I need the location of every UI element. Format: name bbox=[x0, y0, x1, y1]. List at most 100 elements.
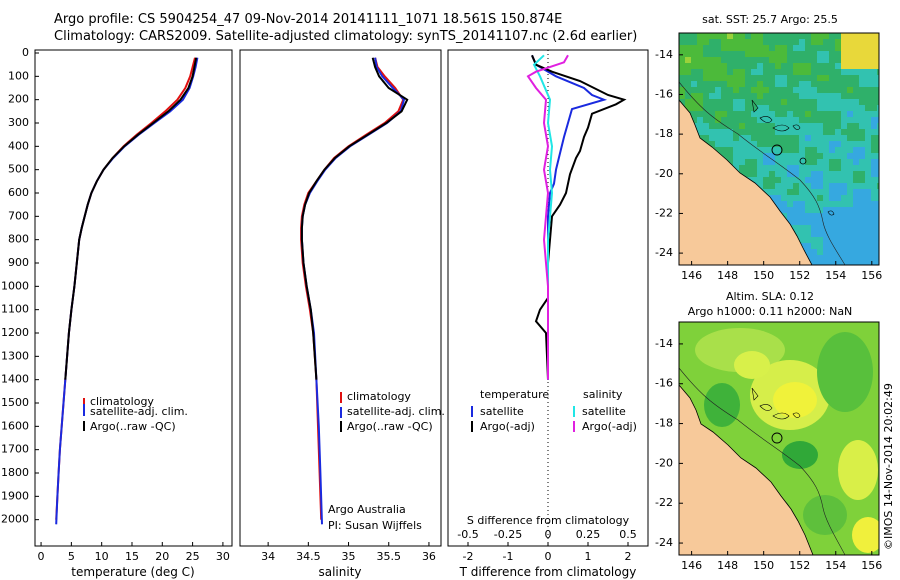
sst-cell bbox=[769, 81, 776, 88]
sst-cell bbox=[877, 171, 879, 178]
sst-cell bbox=[805, 237, 812, 244]
sst-cell bbox=[835, 249, 842, 256]
sst-cell bbox=[841, 147, 848, 154]
sst-cell bbox=[781, 93, 788, 100]
sst-cell bbox=[781, 75, 788, 82]
sst-cell bbox=[847, 45, 854, 52]
sst-cell bbox=[793, 51, 800, 58]
sst-cell bbox=[745, 63, 752, 70]
sst-cell bbox=[763, 177, 770, 184]
sst-cell bbox=[793, 171, 800, 178]
sst-cell bbox=[781, 207, 788, 214]
sst-cell bbox=[859, 147, 866, 154]
sst-cell bbox=[715, 69, 722, 76]
sst-cell bbox=[703, 33, 710, 40]
sst-cell bbox=[709, 75, 716, 82]
sst-cell bbox=[817, 255, 824, 262]
temp-legend-satellite: satellite-adj. clim. bbox=[90, 405, 188, 418]
sst-cell bbox=[775, 135, 782, 142]
sst-cell bbox=[811, 117, 818, 124]
sst-cell bbox=[721, 69, 728, 76]
sst-cell bbox=[733, 123, 740, 130]
depth-tick-label: 1100 bbox=[1, 303, 29, 316]
sst-cell bbox=[727, 99, 734, 106]
temperature-panel: 0100200300400500600700800900100011001200… bbox=[1, 46, 451, 579]
sst-cell bbox=[859, 195, 866, 202]
sst-cell bbox=[871, 243, 878, 250]
sst-cell bbox=[853, 195, 860, 202]
sst-cell bbox=[865, 111, 872, 118]
sst-cell bbox=[733, 57, 740, 64]
sst-cell bbox=[871, 57, 878, 64]
sst-cell bbox=[787, 183, 794, 190]
sst-cell bbox=[769, 189, 776, 196]
sst-cell bbox=[877, 183, 879, 190]
sst-cell bbox=[805, 63, 812, 70]
sst-cell bbox=[715, 75, 722, 82]
sst-cell bbox=[859, 81, 866, 88]
sst-cell bbox=[805, 33, 812, 40]
sst-cell bbox=[769, 177, 776, 184]
sst-cell bbox=[757, 33, 764, 40]
sst-cell bbox=[805, 249, 812, 256]
sla-blob bbox=[838, 440, 878, 500]
sst-cell bbox=[739, 159, 746, 166]
sst-cell bbox=[679, 81, 686, 88]
sst-cell bbox=[697, 51, 704, 58]
sst-cell bbox=[697, 117, 704, 124]
sst-cell bbox=[787, 141, 794, 148]
sst-cell bbox=[787, 63, 794, 70]
sst-cell bbox=[787, 207, 794, 214]
sst-cell bbox=[775, 129, 782, 136]
sst-cell bbox=[727, 93, 734, 100]
sst-cell bbox=[835, 231, 842, 238]
sst-cell bbox=[709, 39, 716, 46]
sst-cell bbox=[787, 111, 794, 118]
sst-cell bbox=[835, 93, 842, 100]
sst-cell bbox=[709, 81, 716, 88]
sst-cell bbox=[721, 129, 728, 136]
sst-cell bbox=[877, 141, 879, 148]
sst-cell bbox=[877, 243, 879, 250]
sst-cell bbox=[811, 201, 818, 208]
sst-cell bbox=[709, 33, 716, 40]
sst-cell bbox=[865, 261, 872, 265]
diff-legend-s-argo: Argo(-adj) bbox=[582, 420, 637, 433]
sst-cell bbox=[871, 75, 878, 82]
series-line-argo-raw-qc- bbox=[64, 57, 198, 380]
x-tick-label: 30 bbox=[216, 550, 230, 563]
sst-cell bbox=[877, 69, 879, 76]
depth-tick-label: 1700 bbox=[1, 443, 29, 456]
series-line-salinity-argo-adj- bbox=[526, 54, 569, 380]
sst-cell bbox=[787, 39, 794, 46]
sst-cell bbox=[775, 189, 782, 196]
sst-cell bbox=[733, 99, 740, 106]
sst-cell bbox=[739, 117, 746, 124]
sst-cell bbox=[877, 99, 879, 106]
sst-cell bbox=[691, 87, 698, 94]
sst-cell bbox=[841, 33, 848, 40]
sst-cell bbox=[835, 57, 842, 64]
sst-cell bbox=[757, 153, 764, 160]
sst-cell bbox=[679, 99, 686, 106]
sst-cell bbox=[865, 39, 872, 46]
map-lon-label: 146 bbox=[681, 269, 702, 282]
sst-cell bbox=[841, 231, 848, 238]
sst-cell bbox=[859, 135, 866, 142]
map-lon-label: 154 bbox=[825, 559, 846, 572]
sst-cell bbox=[769, 99, 776, 106]
sst-cell bbox=[823, 33, 830, 40]
sst-cell bbox=[811, 63, 818, 70]
sst-cell bbox=[841, 189, 848, 196]
sst-cell bbox=[757, 75, 764, 82]
sst-cell bbox=[679, 63, 686, 70]
sst-cell bbox=[799, 201, 806, 208]
sst-cell bbox=[811, 249, 818, 256]
sst-cell bbox=[835, 201, 842, 208]
sst-cell bbox=[841, 57, 848, 64]
depth-tick-label: 900 bbox=[8, 256, 29, 269]
sst-cell bbox=[775, 123, 782, 130]
sst-cell bbox=[775, 117, 782, 124]
sst-cell bbox=[757, 63, 764, 70]
sst-cell bbox=[823, 165, 830, 172]
